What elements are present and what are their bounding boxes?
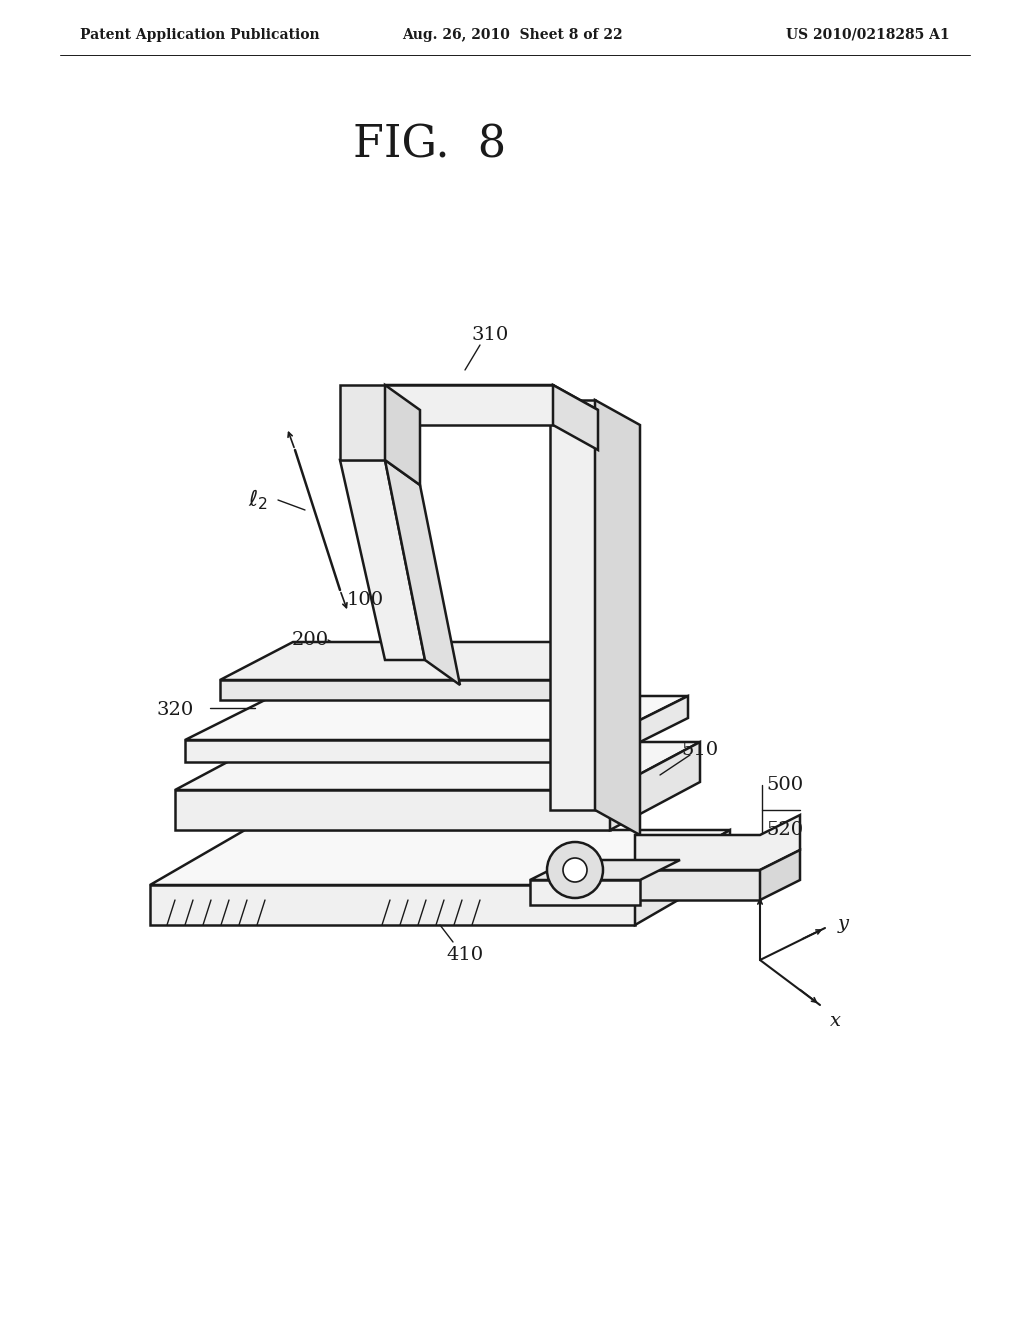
Polygon shape: [555, 642, 628, 700]
Circle shape: [563, 858, 587, 882]
Text: x: x: [830, 1012, 841, 1030]
Polygon shape: [600, 696, 688, 762]
Text: 200: 200: [292, 631, 329, 649]
Polygon shape: [340, 459, 425, 660]
Polygon shape: [175, 742, 700, 789]
Polygon shape: [340, 385, 385, 459]
Text: y: y: [838, 915, 849, 933]
Text: 510: 510: [681, 741, 719, 759]
Text: 520: 520: [766, 821, 804, 840]
Text: z: z: [758, 865, 768, 882]
Polygon shape: [150, 884, 635, 925]
Text: $\ell_2$: $\ell_2$: [248, 487, 268, 512]
Polygon shape: [385, 385, 598, 411]
Text: 500: 500: [766, 776, 804, 795]
Polygon shape: [385, 459, 460, 685]
Text: 320: 320: [157, 701, 194, 719]
Polygon shape: [175, 789, 610, 830]
Text: Patent Application Publication: Patent Application Publication: [80, 28, 319, 42]
Polygon shape: [220, 680, 555, 700]
Circle shape: [547, 842, 603, 898]
Polygon shape: [610, 742, 700, 830]
Polygon shape: [385, 385, 553, 425]
Polygon shape: [635, 814, 800, 870]
Polygon shape: [635, 870, 760, 900]
Polygon shape: [530, 880, 640, 906]
Text: Aug. 26, 2010  Sheet 8 of 22: Aug. 26, 2010 Sheet 8 of 22: [401, 28, 623, 42]
Text: US 2010/0218285 A1: US 2010/0218285 A1: [786, 28, 950, 42]
Polygon shape: [760, 850, 800, 900]
Polygon shape: [185, 696, 688, 741]
Polygon shape: [595, 400, 640, 836]
Polygon shape: [553, 385, 598, 450]
Text: 410: 410: [446, 946, 483, 964]
Text: 100: 100: [346, 591, 384, 609]
Polygon shape: [530, 861, 680, 880]
Text: FIG.  8: FIG. 8: [353, 123, 507, 166]
Polygon shape: [185, 741, 600, 762]
Polygon shape: [550, 400, 595, 810]
Polygon shape: [150, 830, 730, 884]
Polygon shape: [220, 642, 628, 680]
Polygon shape: [385, 385, 420, 484]
Polygon shape: [635, 830, 730, 925]
Text: 310: 310: [471, 326, 509, 345]
